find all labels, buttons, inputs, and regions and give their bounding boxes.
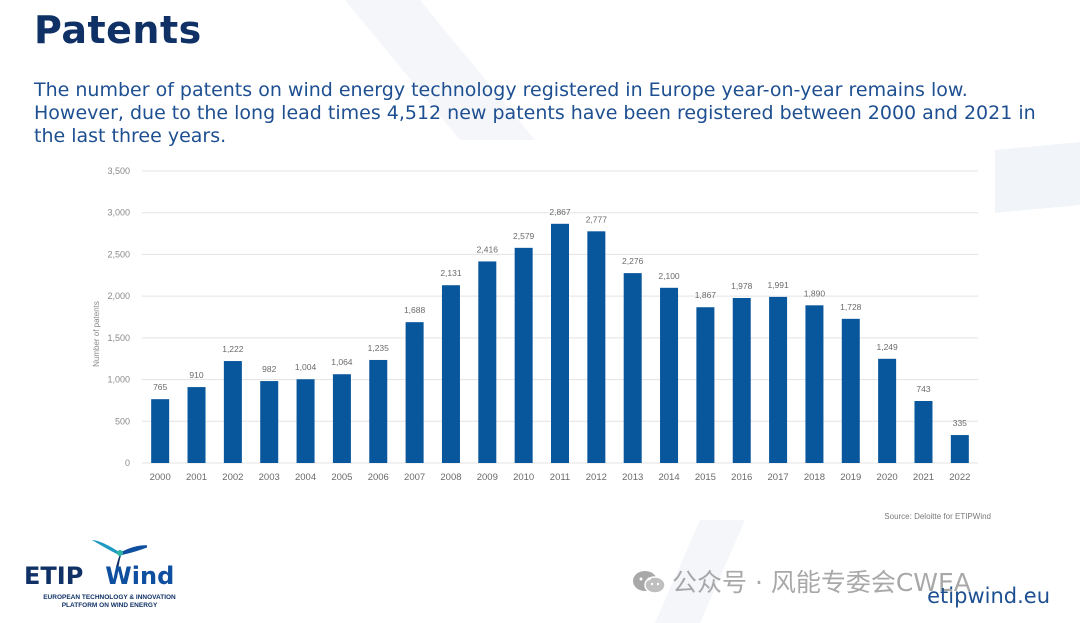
logo-wind: Wind — [105, 562, 175, 590]
bar — [332, 374, 351, 463]
bar-value-label: 1,867 — [695, 290, 717, 300]
logo-tagline-line1: EUROPEAN TECHNOLOGY & INNOVATION — [43, 594, 176, 601]
bar-value-label: 1,890 — [804, 288, 826, 298]
bar — [441, 285, 460, 463]
bar — [623, 273, 642, 463]
x-tick-label: 2016 — [731, 472, 752, 483]
logo-tagline: EUROPEAN TECHNOLOGY & INNOVATION PLATFOR… — [22, 594, 197, 610]
bar — [151, 399, 170, 463]
bar-value-label: 1,728 — [840, 302, 862, 312]
bar — [587, 231, 606, 463]
bar — [223, 361, 242, 463]
bar — [805, 305, 824, 463]
bar-value-label: 743 — [916, 384, 930, 394]
bar — [514, 247, 533, 463]
bar — [187, 387, 206, 463]
x-tick-label: 2007 — [404, 472, 425, 483]
bar-value-label: 2,416 — [477, 244, 499, 254]
bar — [660, 287, 679, 463]
chart-source: Source: Deloitte for ETIPWind — [884, 512, 991, 521]
x-tick-label: 2015 — [695, 472, 716, 483]
x-tick-label: 2000 — [150, 472, 171, 483]
bar-value-label: 335 — [953, 418, 967, 428]
website-url: etipwind.eu — [927, 584, 1050, 608]
y-tick-label: 0 — [125, 458, 130, 468]
y-tick-label: 2,500 — [107, 249, 130, 259]
etipwind-logo: ETIP Wind EUROPEAN TECHNOLOGY & INNOVATIO… — [22, 538, 197, 618]
x-tick-label: 2017 — [768, 472, 789, 483]
x-tick-label: 2008 — [440, 472, 461, 483]
bar-value-label: 2,100 — [658, 271, 680, 281]
bar-value-label: 982 — [262, 364, 276, 374]
page-title: Patents — [34, 8, 202, 52]
logo-tagline-line2: PLATFORM ON WIND ENERGY — [61, 602, 158, 609]
bar-value-label: 1,064 — [331, 357, 353, 367]
x-tick-label: 2010 — [513, 472, 534, 483]
x-tick-label: 2002 — [222, 472, 243, 483]
bar-value-label: 1,249 — [876, 342, 898, 352]
bar-value-label: 1,222 — [222, 344, 244, 354]
logo-wordmark: ETIP Wind — [24, 562, 174, 590]
bar — [260, 381, 279, 463]
wind-turbine-icon — [92, 540, 147, 578]
x-tick-label: 2020 — [877, 472, 898, 483]
bar — [841, 318, 860, 463]
bar — [878, 358, 897, 463]
bar-value-label: 765 — [153, 382, 167, 392]
bar — [769, 296, 788, 463]
bar-value-label: 2,867 — [549, 207, 571, 217]
x-tick-label: 2013 — [622, 472, 643, 483]
x-tick-label: 2009 — [477, 472, 498, 483]
x-tick-label: 2022 — [949, 472, 970, 483]
bar-value-label: 2,579 — [513, 231, 535, 241]
bar — [696, 307, 715, 463]
wechat-watermark: 公众号 · 风能专委会CWEA — [632, 563, 971, 599]
watermark-text: 公众号 · 风能专委会CWEA — [672, 568, 971, 597]
y-axis-label: Number of patents — [92, 301, 101, 367]
bar — [369, 359, 388, 463]
x-tick-label: 2014 — [658, 472, 679, 483]
bar-value-label: 1,978 — [731, 281, 753, 291]
y-tick-label: 500 — [115, 416, 130, 426]
bar — [950, 435, 969, 463]
bar-value-label: 1,991 — [767, 280, 789, 290]
logo-etip: ETIP — [24, 562, 84, 590]
patents-bar-chart: 0 500 1,000 1,500 2,000 2,500 3,000 3,500 Number… — [92, 166, 978, 483]
x-tick-label: 2006 — [368, 472, 389, 483]
bar-value-label: 1,004 — [295, 362, 317, 372]
x-tick-label: 2021 — [913, 472, 934, 483]
x-tick-label: 2004 — [295, 472, 316, 483]
bar — [405, 322, 424, 463]
bar — [296, 379, 315, 463]
bar — [732, 297, 751, 463]
x-tick-label: 2011 — [550, 472, 570, 483]
y-tick-label: 3,500 — [107, 166, 130, 176]
bar-value-label: 1,235 — [368, 343, 390, 353]
x-tick-label: 2019 — [840, 472, 861, 483]
bar-value-label: 910 — [189, 370, 203, 380]
x-tick-label: 2018 — [804, 472, 825, 483]
wechat-icon — [633, 571, 666, 594]
bar — [478, 261, 497, 463]
bar-value-label: 2,777 — [586, 214, 608, 224]
y-tick-label: 2,000 — [107, 291, 130, 301]
bar-value-label: 2,276 — [622, 256, 644, 266]
page-subtitle: The number of patents on wind energy tec… — [34, 79, 1036, 147]
x-tick-label: 2001 — [186, 472, 207, 483]
x-tick-label: 2005 — [331, 472, 352, 483]
x-tick-label: 2003 — [259, 472, 280, 483]
bar-value-label: 1,688 — [404, 305, 426, 315]
bar — [914, 401, 933, 463]
y-tick-label: 3,000 — [107, 208, 130, 218]
y-tick-label: 1,000 — [107, 375, 130, 385]
bar-value-label: 2,131 — [440, 268, 462, 278]
bar — [551, 223, 569, 463]
y-tick-label: 1,500 — [107, 333, 130, 343]
x-tick-label: 2012 — [586, 472, 607, 483]
